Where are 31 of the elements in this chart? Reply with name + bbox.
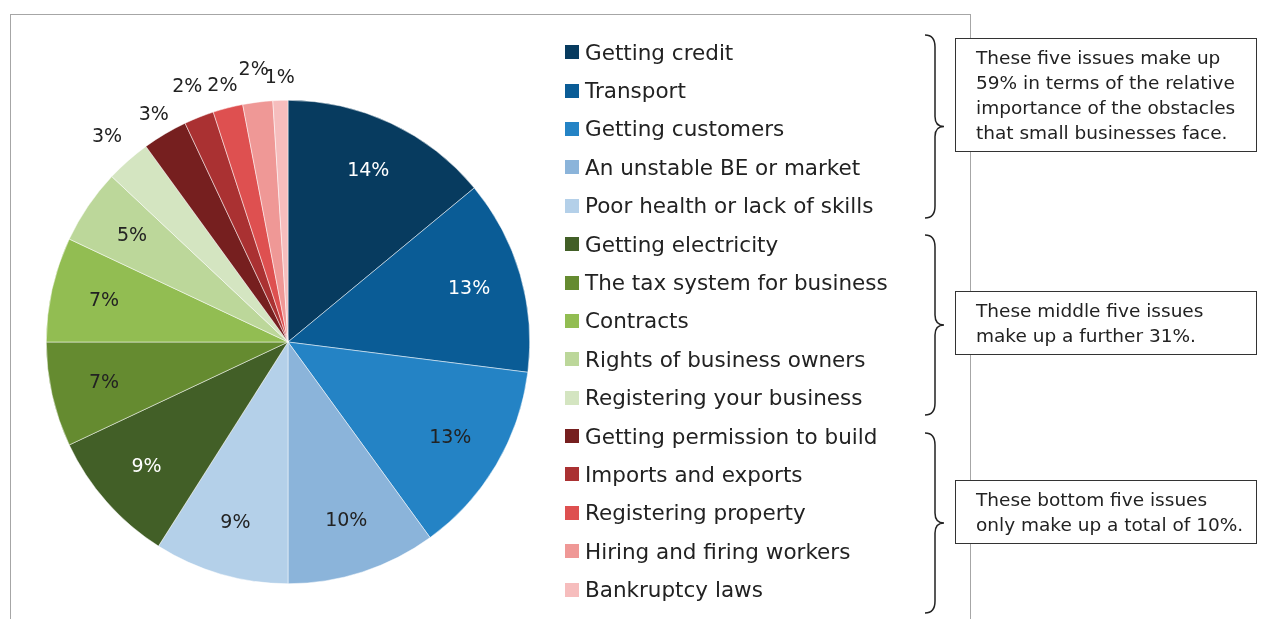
data-label: 2% xyxy=(207,73,238,96)
legend-label: Registering your business xyxy=(585,385,863,411)
data-label: 7% xyxy=(88,370,120,393)
legend-label: Poor health or lack of skills xyxy=(585,193,874,219)
legend-label: Rights of business owners xyxy=(585,346,866,372)
text: These middle five issues make up a further 31%. xyxy=(955,291,1257,355)
data-label: 2% xyxy=(172,74,203,97)
legend-label: Transport xyxy=(585,78,686,104)
legend-label: Getting customers xyxy=(585,116,785,142)
legend-label: Contracts xyxy=(585,308,689,334)
text: These five issues make up 59% in terms of the relative importance of the obstacles that small businesses face. xyxy=(955,38,1257,152)
data-label: 13% xyxy=(447,276,491,299)
legend-label: Bankruptcy laws xyxy=(585,577,763,603)
legend-label: Getting electricity xyxy=(585,231,779,257)
text: These bottom five issues only make up a total of 10%. xyxy=(955,480,1257,544)
legend-label: Imports and exports xyxy=(585,461,803,487)
legend-label: The tax system for business xyxy=(585,270,888,296)
data-label: 9% xyxy=(220,510,251,533)
data-label: 5% xyxy=(116,222,148,245)
data-label: 3% xyxy=(91,123,123,146)
data-label: 9% xyxy=(131,453,162,476)
data-label: 3% xyxy=(138,101,169,124)
data-label: 14% xyxy=(347,158,390,181)
legend-label: Registering property xyxy=(585,500,806,526)
data-label: 7% xyxy=(88,287,120,310)
legend-label: Getting permission to build xyxy=(585,423,878,449)
legend-label: An unstable BE or market xyxy=(585,154,861,180)
legend-label: Hiring and firing workers xyxy=(585,538,851,564)
legend-label: Getting credit xyxy=(585,39,734,65)
data-label: 13% xyxy=(429,424,472,447)
data-label: 10% xyxy=(325,508,368,531)
